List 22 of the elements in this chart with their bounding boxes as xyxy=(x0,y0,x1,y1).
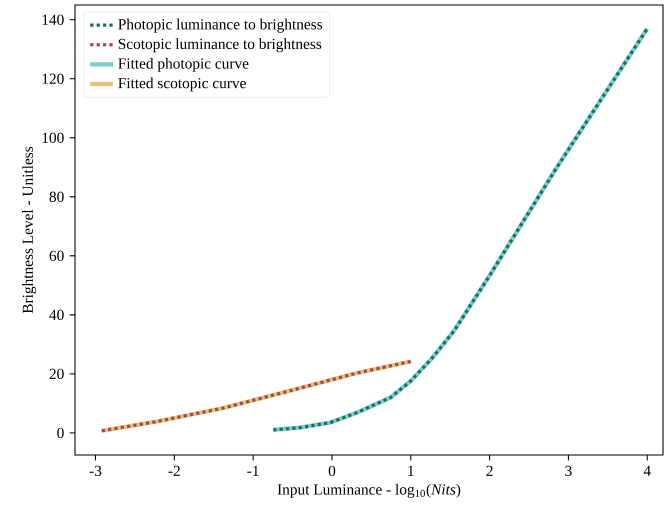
x-axis-title: Input Luminance - log$_{10}$(Nits) xyxy=(278,484,460,498)
x-tick-label: 3 xyxy=(565,466,572,476)
x-tick-label: -1 xyxy=(247,466,259,476)
y-axis-title: Brightness Level - Unitless xyxy=(22,146,36,314)
x-tick-label: 1 xyxy=(408,466,414,476)
y-tick-label: 0 xyxy=(57,428,64,438)
legend-label: Scotopic luminance to brightness xyxy=(118,38,322,52)
legend-label: Fitted photopic curve xyxy=(118,58,248,72)
y-tick-label: 140 xyxy=(42,14,64,25)
y-tick-label: 120 xyxy=(42,74,64,84)
legend-label: Photopic luminance to brightness xyxy=(118,18,322,33)
x-tick-label: -2 xyxy=(168,466,180,476)
y-tick-label: 40 xyxy=(49,310,64,320)
y-tick-label: 60 xyxy=(50,250,64,261)
y-tick-label: 20 xyxy=(50,368,64,380)
x-tick-label: 0 xyxy=(328,466,336,476)
x-tick-label: 4 xyxy=(644,466,651,476)
x-tick-label: -3 xyxy=(90,466,102,476)
y-tick-label: 80 xyxy=(50,192,64,202)
y-tick-label: 100 xyxy=(42,132,64,143)
x-tick-label: 2 xyxy=(486,466,493,476)
legend-label: Fitted scotopic curve xyxy=(118,78,246,92)
